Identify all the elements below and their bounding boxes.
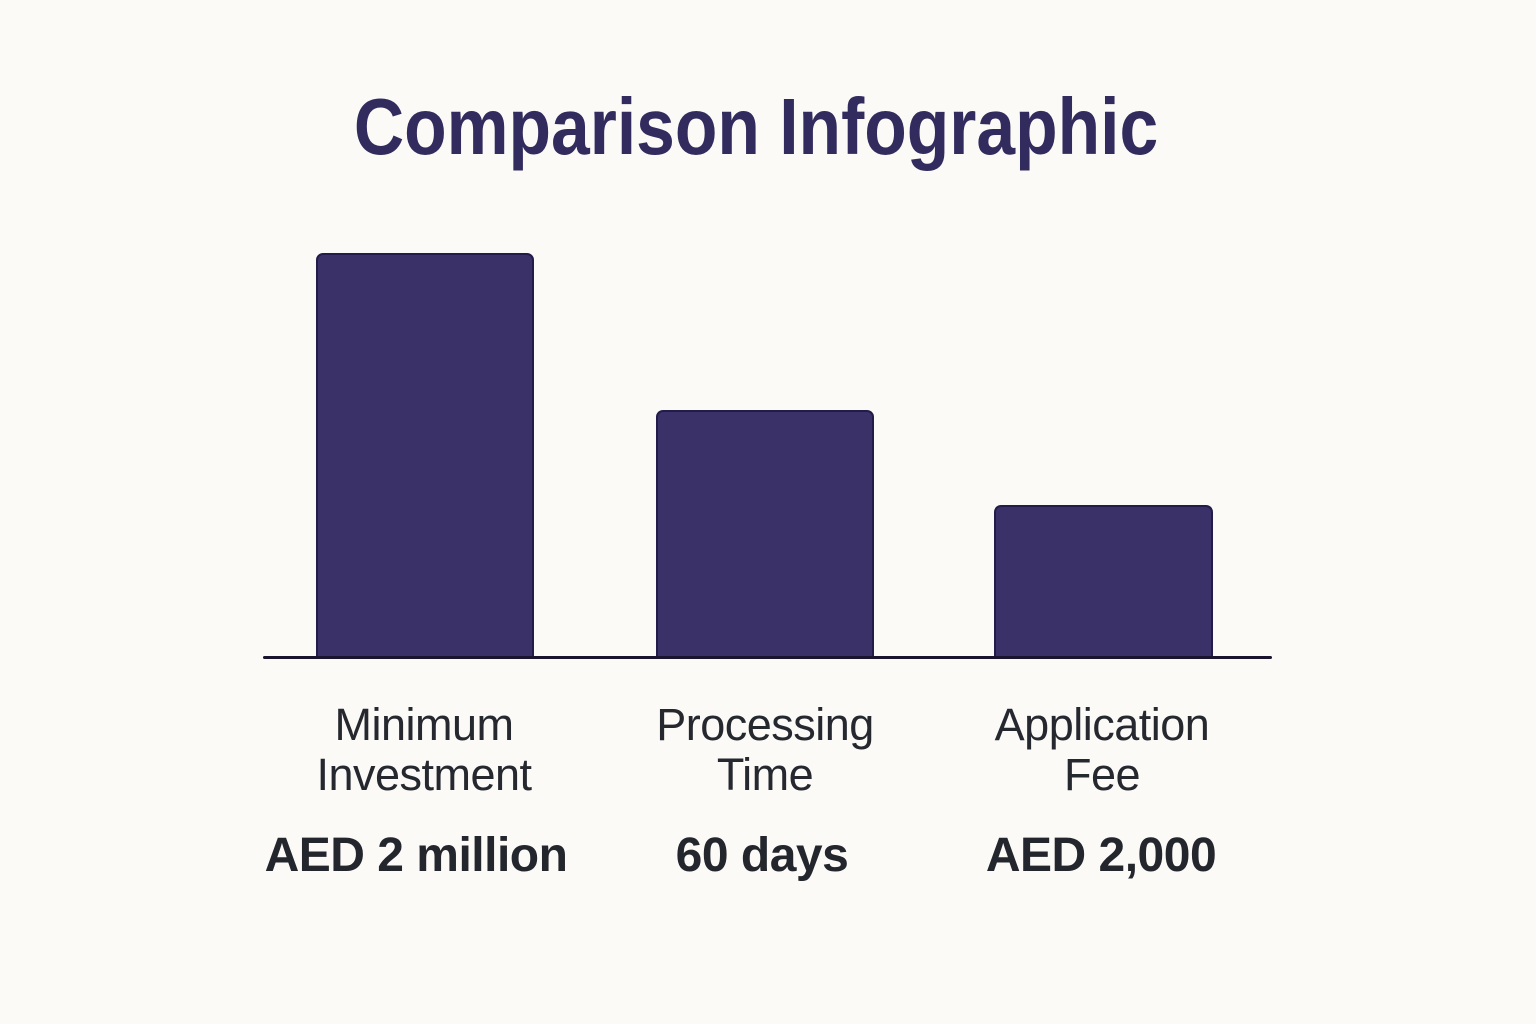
- value-label-minimum-investment: AED 2 million: [264, 829, 568, 882]
- category-label-minimum-investment: Minimum Investment: [316, 699, 532, 800]
- value-label-processing-time: 60 days: [675, 829, 849, 882]
- x-axis-line: [263, 656, 1272, 659]
- chart-title: Comparison Infographic: [353, 82, 1159, 171]
- bar-processing-time: [656, 410, 874, 657]
- category-label-application-fee: Application Fee: [994, 699, 1210, 800]
- category-label-processing-time: Processing Time: [656, 699, 874, 800]
- value-label-application-fee: AED 2,000: [985, 829, 1217, 882]
- bar-application-fee: [994, 505, 1213, 657]
- bar-minimum-investment: [316, 253, 534, 657]
